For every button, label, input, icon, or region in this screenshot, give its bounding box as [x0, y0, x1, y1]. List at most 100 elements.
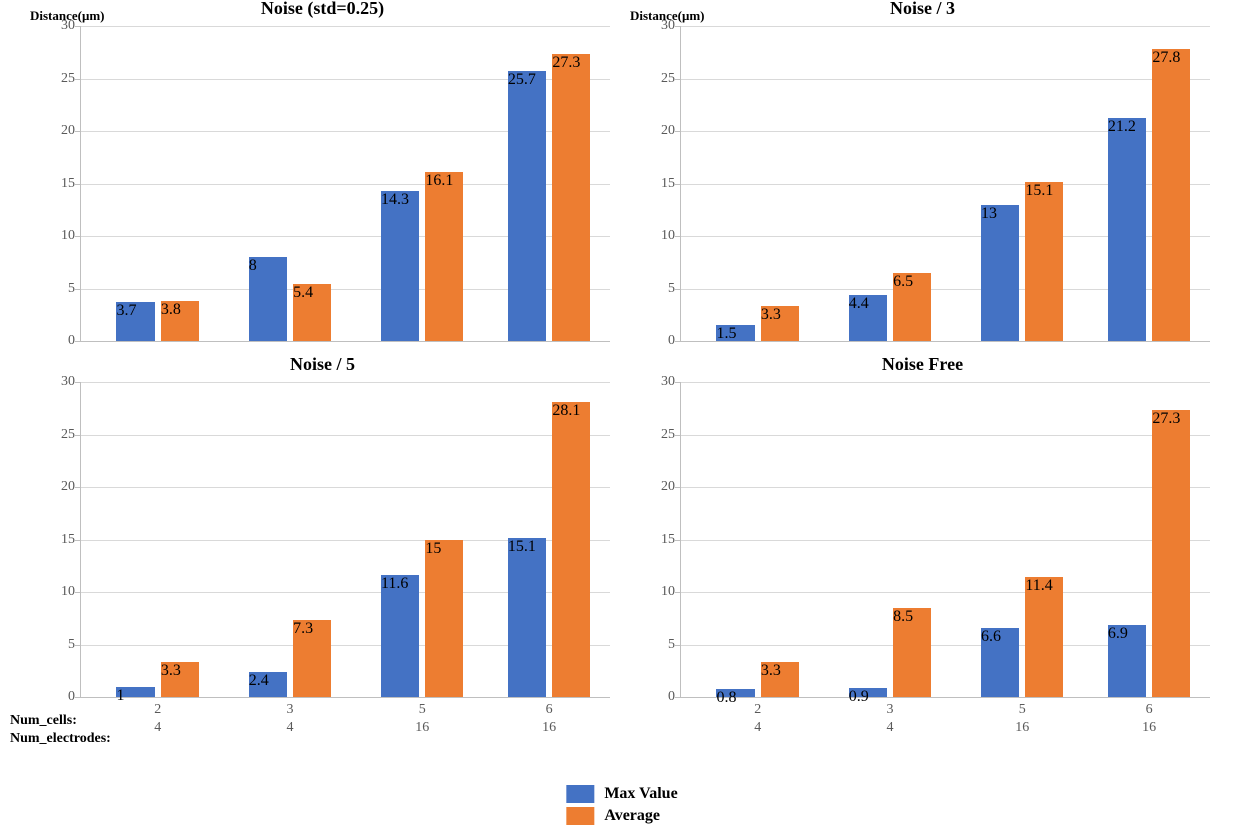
- x-tick-electrodes: 4: [286, 719, 293, 737]
- bar-max_value: 1.5: [716, 325, 754, 341]
- bar-average: 5.4: [293, 284, 331, 341]
- chart-area: 0510152025301.53.34.46.51315.121.227.8: [680, 26, 1210, 342]
- panel-title: Noise (std=0.25): [25, 0, 620, 19]
- x-tick-label: 516: [1015, 701, 1029, 737]
- y-tick-label: 0: [668, 689, 675, 705]
- bar-max_value: 25.7: [508, 71, 546, 341]
- bar-max_value: 0.8: [716, 689, 754, 697]
- bar-average: 3.3: [161, 662, 199, 697]
- bar-average: 3.3: [761, 306, 799, 341]
- y-tick-label: 25: [661, 427, 675, 443]
- y-tick-label: 30: [61, 18, 75, 34]
- bar-max_value: 1: [116, 687, 154, 698]
- panel-title: Noise Free: [625, 354, 1220, 375]
- bar-max_value: 2.4: [249, 672, 287, 697]
- x-tick-electrodes: 4: [886, 719, 893, 737]
- x-tick-electrodes: 16: [1015, 719, 1029, 737]
- y-tick-label: 15: [61, 532, 75, 548]
- legend-label: Average: [604, 807, 660, 825]
- x-tick-electrodes: 16: [1142, 719, 1156, 737]
- x-tick-cells: 2: [154, 701, 161, 719]
- y-tick-label: 5: [68, 637, 75, 653]
- bar-average: 3.3: [761, 662, 799, 697]
- y-tick-label: 20: [661, 479, 675, 495]
- x-tick-label: 34: [286, 701, 293, 737]
- bar-max_value: 6.9: [1108, 625, 1146, 697]
- bar-average: 6.5: [893, 273, 931, 341]
- y-tick-label: 20: [661, 123, 675, 139]
- y-tick-label: 25: [61, 427, 75, 443]
- bar-max_value: 8: [249, 257, 287, 341]
- bar-average: 15.1: [1025, 182, 1063, 341]
- legend: Max Value Average: [566, 781, 677, 829]
- y-tick-label: 10: [661, 228, 675, 244]
- figure-root: Distance(μm)Distance(μm)Noise (std=0.25)…: [0, 0, 1244, 835]
- bar-average: 8.5: [893, 608, 931, 697]
- legend-swatch: [566, 785, 594, 803]
- y-tick-label: 30: [661, 18, 675, 34]
- bar-max_value: 0.9: [849, 688, 887, 697]
- x-tick-label: 516: [415, 701, 429, 737]
- x-tick-cells: 5: [1015, 701, 1029, 719]
- legend-label: Max Value: [604, 785, 677, 803]
- y-tick-label: 25: [61, 71, 75, 87]
- x-axis-row-labels: Num_cells:Num_electrodes:: [10, 712, 111, 748]
- chart-panel: Noise Free0510152025300.83.30.98.56.611.…: [625, 360, 1220, 710]
- y-tick-label: 15: [661, 532, 675, 548]
- y-tick-label: 15: [661, 176, 675, 192]
- chart-panel: Noise (std=0.25)0510152025303.73.885.414…: [25, 4, 620, 354]
- chart-area: 05101520253013.32.47.311.61515.128.12434…: [80, 382, 610, 698]
- bar-max_value: 6.6: [981, 628, 1019, 697]
- y-tick-label: 5: [68, 281, 75, 297]
- y-tick-label: 5: [668, 637, 675, 653]
- y-tickmark: [675, 697, 681, 698]
- y-tick-label: 10: [61, 228, 75, 244]
- y-tick-label: 25: [661, 71, 675, 87]
- y-tick-label: 30: [661, 374, 675, 390]
- bar-average: 3.8: [161, 301, 199, 341]
- y-tick-label: 30: [61, 374, 75, 390]
- bar-average: 28.1: [552, 402, 590, 697]
- bar-max_value: 21.2: [1108, 118, 1146, 341]
- y-tick-label: 0: [68, 689, 75, 705]
- chart-area: 0510152025303.73.885.414.316.125.727.3: [80, 26, 610, 342]
- x-tick-cells: 2: [754, 701, 761, 719]
- legend-swatch: [566, 807, 594, 825]
- y-tickmark: [75, 341, 81, 342]
- y-tick-label: 5: [668, 281, 675, 297]
- x-tick-cells: 3: [286, 701, 293, 719]
- y-tick-label: 15: [61, 176, 75, 192]
- bar-max_value: 4.4: [849, 295, 887, 341]
- legend-item: Max Value: [566, 785, 677, 803]
- y-tickmark: [75, 697, 81, 698]
- x-tick-electrodes: 16: [542, 719, 556, 737]
- x-tick-label: 34: [886, 701, 893, 737]
- x-tick-electrodes: 4: [154, 719, 161, 737]
- bar-average: 15: [425, 540, 463, 698]
- bar-max_value: 3.7: [116, 302, 154, 341]
- x-tick-cells: 6: [542, 701, 556, 719]
- panel-title: Noise / 5: [25, 354, 620, 375]
- panel-title: Noise / 3: [625, 0, 1220, 19]
- chart-panel: Noise / 30510152025301.53.34.46.51315.12…: [625, 4, 1220, 354]
- x-tick-electrodes: 4: [754, 719, 761, 737]
- y-tickmark: [675, 341, 681, 342]
- x-tick-label: 616: [1142, 701, 1156, 737]
- chart-area: 0510152025300.83.30.98.56.611.46.927.324…: [680, 382, 1210, 698]
- y-tick-label: 20: [61, 479, 75, 495]
- bar-average: 27.8: [1152, 49, 1190, 341]
- bar-average: 7.3: [293, 620, 331, 697]
- bar-average: 16.1: [425, 172, 463, 341]
- bar-average: 27.3: [1152, 410, 1190, 697]
- y-tick-label: 0: [68, 333, 75, 349]
- bar-max_value: 11.6: [381, 575, 419, 697]
- x-tick-cells: 6: [1142, 701, 1156, 719]
- x-tick-label: 616: [542, 701, 556, 737]
- bars-layer: 0.83.30.98.56.611.46.927.3: [681, 382, 1210, 697]
- bar-max_value: 14.3: [381, 191, 419, 341]
- x-tick-electrodes: 16: [415, 719, 429, 737]
- bars-layer: 3.73.8 85.4 14.316.1 25.727.3: [81, 26, 610, 341]
- bar-average: 27.3: [552, 54, 590, 341]
- x-axis-row-label: Num_electrodes:: [10, 730, 111, 748]
- y-tick-label: 10: [661, 584, 675, 600]
